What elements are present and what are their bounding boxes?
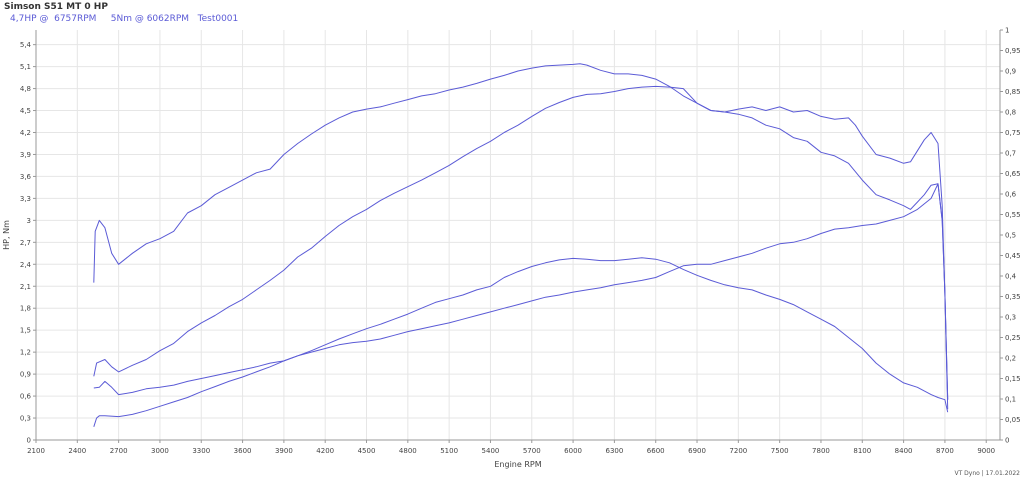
y-tick-label: 3,9 — [20, 151, 31, 159]
y2-tick-label: 0 — [1005, 437, 1009, 445]
series-line-2 — [93, 85, 949, 400]
y-axis-label: HP, Nm — [2, 220, 11, 250]
x-tick-label: 6600 — [647, 447, 665, 455]
footer-credit: VT Dyno | 17.01.2022 — [954, 470, 1020, 477]
y-tick-label: 5,1 — [20, 63, 31, 71]
x-tick-label: 7200 — [729, 447, 747, 455]
y2-tick-label: 0,3 — [1005, 314, 1016, 322]
x-tick-label: 2400 — [68, 447, 86, 455]
x-tick-label: 8700 — [936, 447, 954, 455]
x-tick-label: 4800 — [399, 447, 417, 455]
x-tick-label: 3000 — [151, 447, 169, 455]
y2-tick-label: 0,65 — [1005, 170, 1021, 178]
y2-tick-label: 0,95 — [1005, 47, 1021, 55]
y2-tick-label: 0,8 — [1005, 109, 1016, 117]
y-tick-label: 0,6 — [20, 393, 32, 401]
x-tick-label: 5700 — [523, 447, 541, 455]
x-tick-label: 2100 — [27, 447, 45, 455]
chart-subtitle: 4,7HP @ 6757RPM 5Nm @ 6062RPM Test0001 — [10, 14, 239, 24]
x-axis-ticks: 2100 2400 2700 3000 3300 3600 3900 4200 4500 4800… — [27, 440, 995, 455]
y-tick-label: 2,4 — [20, 261, 32, 269]
series-line-1 — [93, 63, 949, 410]
x-tick-label: 3900 — [275, 447, 293, 455]
y2-tick-label: 0,7 — [1005, 150, 1016, 158]
y-tick-label: 3 — [27, 217, 31, 225]
y2-tick-label: 0,6 — [1005, 191, 1017, 199]
y-tick-label: 1,8 — [20, 305, 31, 313]
x-tick-label: 3300 — [192, 447, 210, 455]
x-tick-label: 7500 — [771, 447, 789, 455]
x-tick-label: 6000 — [564, 447, 582, 455]
y2-tick-label: 0,25 — [1005, 334, 1021, 342]
series-line-3 — [93, 257, 949, 413]
y-tick-label: 4,8 — [20, 85, 31, 93]
y2-tick-label: 0,2 — [1005, 355, 1016, 363]
x-tick-label: 4500 — [358, 447, 376, 455]
y-tick-label: 1,5 — [20, 327, 31, 335]
chart-title: Simson S51 MT 0 HP — [4, 2, 108, 12]
y-tick-label: 0 — [27, 437, 31, 445]
series-group — [93, 63, 949, 427]
y2-tick-label: 0,15 — [1005, 375, 1021, 383]
y2-tick-label: 0,05 — [1005, 416, 1021, 424]
y-tick-label: 2,1 — [20, 283, 31, 291]
x-tick-label: 9000 — [977, 447, 995, 455]
x-tick-label: 5100 — [440, 447, 458, 455]
y-tick-label: 3,6 — [20, 173, 32, 181]
y2-tick-label: 0,9 — [1005, 68, 1016, 76]
x-tick-label: 2700 — [110, 447, 128, 455]
x-tick-label: 4200 — [316, 447, 334, 455]
axes — [35, 30, 1001, 441]
y-tick-label: 4,2 — [20, 129, 31, 137]
y2-tick-label: 0,5 — [1005, 232, 1016, 240]
y-tick-label: 3,3 — [20, 195, 31, 203]
x-tick-label: 6900 — [688, 447, 706, 455]
y2-tick-label: 0,85 — [1005, 88, 1021, 96]
y-tick-label: 0,3 — [20, 415, 31, 423]
x-axis-label: Engine RPM — [494, 460, 541, 469]
y-axis-ticks: 0 0,3 0,6 0,9 1,2 1,5 1,8 2,1 2,4 2,7 3 3,3 3,6 3,9 4,… — [20, 41, 36, 445]
x-tick-label: 3600 — [234, 447, 252, 455]
y-tick-label: 5,4 — [20, 41, 32, 49]
y2-axis-ticks: 0 0,05 0,1 0,15 0,2 0,25 0,3 0,35 0,4 0,45 0,5 0,55… — [1000, 27, 1021, 445]
x-tick-label: 6300 — [605, 447, 623, 455]
x-tick-label: 8100 — [853, 447, 871, 455]
y-tick-label: 4,5 — [20, 107, 31, 115]
x-tick-label: 7800 — [812, 447, 830, 455]
y2-tick-label: 0,45 — [1005, 252, 1021, 260]
x-tick-label: 8400 — [895, 447, 913, 455]
grid — [35, 30, 1000, 441]
y-tick-label: 1,2 — [20, 349, 31, 357]
x-tick-label: 5400 — [482, 447, 500, 455]
y2-tick-label: 0,55 — [1005, 211, 1021, 219]
y2-tick-label: 0,4 — [1005, 273, 1017, 281]
y-tick-label: 2,7 — [20, 239, 31, 247]
y2-tick-label: 0,1 — [1005, 396, 1016, 404]
y2-tick-label: 1 — [1005, 27, 1009, 35]
y2-tick-label: 0,75 — [1005, 129, 1021, 137]
y2-tick-label: 0,35 — [1005, 293, 1021, 301]
y-tick-label: 0,9 — [20, 371, 31, 379]
series-line-4 — [93, 183, 949, 427]
